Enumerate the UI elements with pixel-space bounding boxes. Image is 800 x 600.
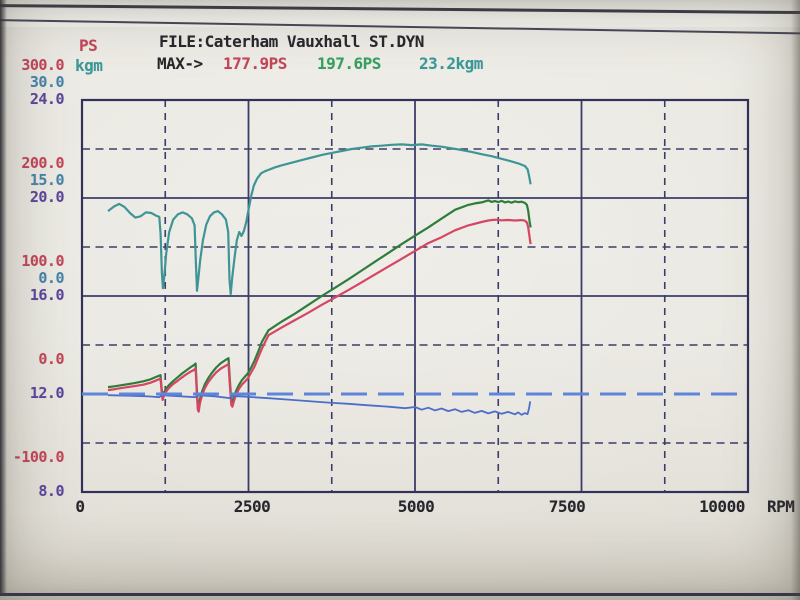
x-tick-5000: 5000: [397, 497, 435, 516]
y-axis-group-neg100: -100.0 8.0: [0, 448, 65, 500]
kgm-axis-label: kgm: [75, 56, 103, 75]
y-axis-group-300: 300.0 30.0 24.0: [0, 57, 64, 108]
kgm-tick-label: 15.0: [29, 171, 65, 189]
af-tick-label: 8.0: [38, 482, 64, 500]
file-name-text: FILE:Caterham Vauxhall ST.DYN: [159, 32, 424, 51]
ps-tick-label: 300.0: [21, 56, 64, 74]
x-tick-10000: 10000: [699, 497, 745, 516]
max-label: MAX->: [157, 54, 203, 73]
max-torque: 23.2kgm: [419, 54, 483, 73]
max-measured-power: 177.9PS: [223, 54, 287, 73]
ps-tick-label: 0.0: [38, 350, 64, 368]
x-tick-7500: 7500: [548, 497, 586, 516]
af-tick-label: 24.0: [29, 90, 65, 108]
photo-right-edge: [791, 0, 800, 600]
af-tick-label: 16.0: [29, 286, 65, 304]
photo-left-edge: [0, 0, 7, 600]
ps-axis-label: PS: [79, 36, 98, 55]
y-axis-group-0: 0.0 12.0: [0, 350, 65, 402]
ps-tick-label: -100.0: [12, 448, 65, 466]
x-tick-2500: 2500: [233, 497, 271, 516]
ps-tick-label: 200.0: [21, 154, 64, 172]
photo-bottom-margin: [0, 596, 800, 600]
kgm-tick-label: [0, 466, 64, 483]
y-axis-group-200: 200.0 15.0 20.0: [0, 155, 64, 206]
kgm-tick-label: 30.0: [29, 73, 65, 91]
y-axis-group-100: 100.0 0.0 16.0: [0, 253, 64, 304]
kgm-tick-label: [0, 368, 64, 385]
af-tick-label: 20.0: [29, 188, 65, 206]
kgm-tick-label: 0.0: [38, 269, 64, 287]
rpm-unit-label: RPM: [767, 497, 795, 516]
x-tick-0: 0: [75, 497, 85, 516]
af-tick-label: 12.0: [29, 384, 65, 402]
ps-tick-label: 100.0: [21, 252, 64, 270]
photo-bottom-edge: [0, 593, 800, 596]
max-corrected-power: 197.6PS: [317, 54, 381, 73]
